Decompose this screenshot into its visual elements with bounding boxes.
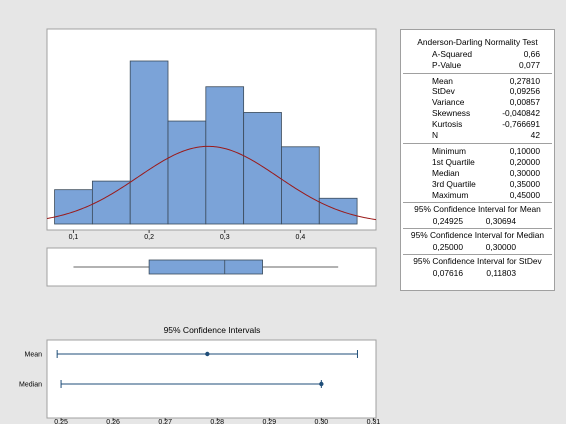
stat-row-minimum: Minimum 0,10000: [432, 146, 540, 157]
histogram-bar: [281, 146, 320, 225]
stat-row-n: N 42: [432, 129, 540, 140]
histogram-bar: [167, 120, 207, 225]
x-tick-label: 0,29: [262, 419, 276, 424]
ci-median-title: 95% Confidence Interval for Median: [410, 230, 545, 241]
stat-row-stdev: StDev 0,09256: [432, 86, 540, 97]
boxplot-chart: [46, 247, 377, 287]
normal-fit-curve: [46, 145, 377, 221]
histogram-bar: [91, 180, 131, 225]
x-tick-label: 0,31: [367, 419, 381, 424]
stat-row-p-value: P-Value 0,077: [432, 59, 540, 70]
x-tick-label: 0,27: [158, 419, 172, 424]
stat-row-mean: Mean 0,27810: [432, 75, 540, 86]
divider: [403, 202, 552, 204]
histogram-bar: [129, 60, 169, 225]
histogram-bar: [318, 197, 358, 225]
ci-point-estimate: [319, 381, 324, 387]
x-tick-label: 0,30: [315, 419, 329, 424]
stat-row-variance: Variance 0,00857: [432, 97, 540, 108]
x-tick-label: 0,2: [144, 234, 154, 241]
boxplot-box: [148, 259, 263, 275]
ci-stdev-title: 95% Confidence Interval for StDev: [413, 256, 542, 267]
ci-mean-title: 95% Confidence Interval for Mean: [414, 204, 541, 215]
ci-point-estimate: [205, 351, 210, 357]
statistics-panel: Anderson-Darling Normality Test A-Square…: [400, 29, 555, 291]
stat-row-maximum: Maximum 0,45000: [432, 189, 540, 200]
x-tick-label: 0,3: [220, 234, 230, 241]
x-tick-label: 0,25: [54, 419, 68, 424]
ci-category-label: Mean: [24, 352, 42, 359]
ci-plot-panel: [46, 339, 377, 419]
stat-row-q1: 1st Quartile 0,20000: [432, 157, 540, 168]
divider: [403, 143, 552, 145]
stat-row-a-squared: A-Squared 0,66: [432, 49, 540, 59]
ci-mean-row: 0,24925 0,30694: [432, 216, 516, 227]
x-tick-label: 0,28: [210, 419, 224, 424]
ci-category-label: Median: [19, 382, 42, 389]
stat-row-kurtosis: Kurtosis -0,766691: [432, 118, 540, 129]
x-tick-label: 0,4: [296, 234, 306, 241]
histogram-bar: [205, 86, 245, 225]
stat-row-median: Median 0,30000: [432, 167, 540, 178]
stat-row-q3: 3rd Quartile 0,35000: [432, 178, 540, 189]
ci-chart: 95% Confidence Intervals Mean Median 0,25 0…: [19, 325, 381, 424]
divider: [403, 228, 552, 230]
divider: [403, 72, 552, 74]
normality-test-title: Anderson-Darling Normality Test: [417, 37, 538, 47]
divider: [403, 254, 552, 256]
histogram-chart: 0,1 0,2 0,3 0,4: [46, 28, 377, 241]
stat-row-skewness: Skewness -0,040842: [432, 107, 540, 118]
ci-chart-title: 95% Confidence Intervals: [164, 325, 261, 335]
ci-median-row: 0,25000 0,30000: [432, 242, 516, 253]
x-tick-label: 0,26: [106, 419, 120, 424]
histogram-bar: [243, 112, 282, 225]
ci-stdev-row: 0,07616 0,11803: [432, 268, 516, 279]
x-tick-label: 0,1: [69, 234, 79, 241]
